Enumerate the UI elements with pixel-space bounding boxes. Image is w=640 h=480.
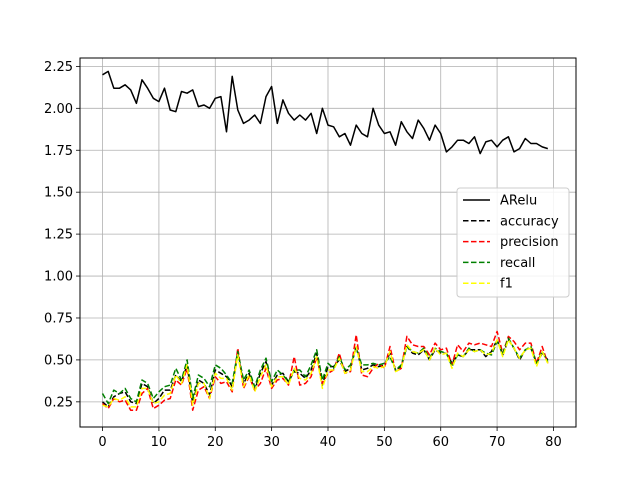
legend-label-ARelu: ARelu (500, 194, 537, 209)
x-tick-label: 80 (545, 435, 562, 450)
legend-box (456, 187, 570, 298)
y-tick-label: 0.50 (44, 353, 73, 368)
x-tick-label: 20 (207, 435, 224, 450)
x-tick-label: 40 (320, 435, 337, 450)
y-tick-label: 0.25 (44, 395, 73, 410)
legend-label-recall: recall (500, 256, 535, 271)
y-tick-label: 0.75 (44, 311, 73, 326)
legend-label-f1: f1 (500, 277, 513, 292)
axis-ticks: 0 10 20 30 40 50 60 70 80 0.25 0.50 0.75 1.00 1.25 1.5… (44, 60, 562, 450)
legend-label-accuracy: accuracy (500, 214, 559, 229)
y-tick-label: 2.25 (44, 60, 73, 75)
legend-label-precision: precision (500, 235, 559, 250)
series-line-ARelu (102, 70, 549, 155)
series-lines (101, 70, 549, 411)
grid (80, 58, 576, 427)
series-line-accuracy (101, 339, 549, 408)
y-tick-label: 1.25 (44, 228, 73, 243)
x-tick-label: 60 (432, 435, 449, 450)
y-tick-label: 1.75 (44, 144, 73, 159)
y-tick-label: 1.00 (44, 270, 73, 285)
x-tick-label: 70 (489, 435, 506, 450)
series-line-precision (101, 330, 549, 411)
series-line-f1 (102, 339, 549, 408)
x-tick-label: 50 (376, 435, 393, 450)
y-tick-label: 1.50 (44, 186, 73, 201)
x-tick-label: 0 (98, 435, 106, 450)
x-tick-label: 30 (263, 435, 280, 450)
x-tick-label: 10 (151, 435, 168, 450)
y-tick-label: 2.00 (44, 102, 73, 117)
legend: ARelu accuracy precision recall f1 (456, 187, 570, 298)
